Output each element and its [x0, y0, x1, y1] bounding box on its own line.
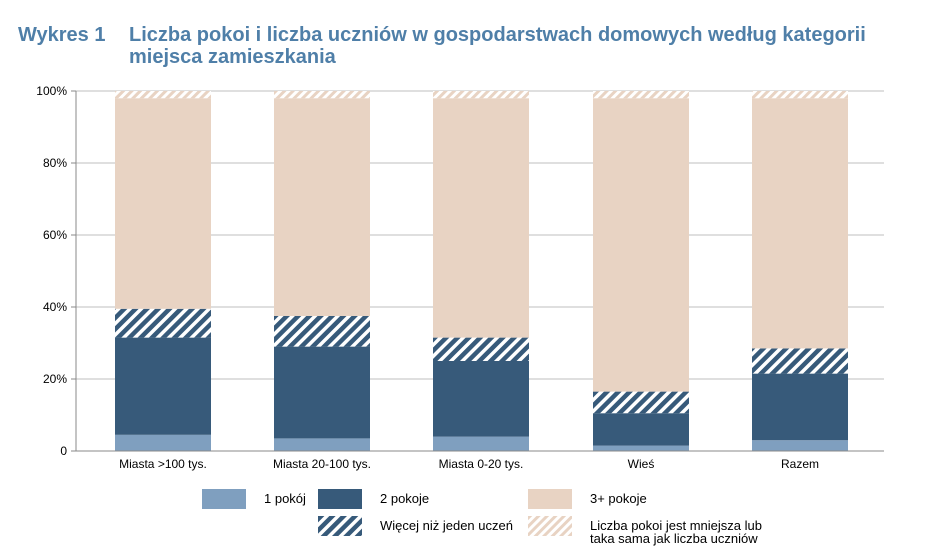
bar-segment	[115, 337, 211, 435]
y-tick-label: 100%	[36, 84, 67, 98]
bar-segment	[433, 436, 529, 451]
x-tick-label: Miasta >100 tys.	[119, 457, 207, 471]
bar-segment	[752, 440, 848, 451]
bar-segment	[433, 361, 529, 437]
bar-segment	[274, 438, 370, 451]
bar-segment	[752, 373, 848, 441]
bar-segment	[593, 413, 689, 446]
x-tick-labels: Miasta >100 tys. Miasta 20-100 tys. Miasta…	[119, 457, 819, 471]
bar-segment	[274, 98, 370, 316]
bar-segment	[433, 98, 529, 338]
y-tick-label: 60%	[43, 228, 67, 242]
bar-segment	[274, 91, 370, 99]
y-tick-labels: 0 20% 40% 60% 80% 100%	[36, 84, 67, 458]
bar-segment	[115, 91, 211, 99]
y-tick-label: 20%	[43, 372, 67, 386]
y-tick-label: 80%	[43, 156, 67, 170]
x-tick-label: Miasta 20-100 tys.	[273, 457, 371, 471]
bar-segment	[593, 91, 689, 99]
x-tick-label: Miasta 0-20 tys.	[439, 457, 524, 471]
bar-segment	[274, 346, 370, 439]
bar-segment	[115, 434, 211, 451]
bar-segment	[752, 98, 848, 349]
bars	[115, 91, 848, 451]
bar-segment	[115, 98, 211, 309]
y-tick-label: 40%	[43, 300, 67, 314]
bar-segment	[433, 337, 529, 361]
bar-segment	[433, 91, 529, 99]
bar-segment	[752, 91, 848, 99]
bar-segment	[593, 445, 689, 451]
chart-title-number: Wykres 1	[18, 24, 106, 46]
bar-segment	[593, 391, 689, 414]
axes	[71, 90, 884, 452]
bar-segment	[274, 316, 370, 347]
x-tick-label: Razem	[781, 457, 819, 471]
bar-segment	[752, 348, 848, 374]
bar-segment	[593, 98, 689, 392]
y-tick-label: 0	[60, 444, 67, 458]
bar-segment	[115, 308, 211, 338]
chart-title-text: Liczba pokoi i liczba uczniów w gospodar…	[129, 24, 866, 68]
x-tick-label: Wieś	[628, 457, 655, 471]
